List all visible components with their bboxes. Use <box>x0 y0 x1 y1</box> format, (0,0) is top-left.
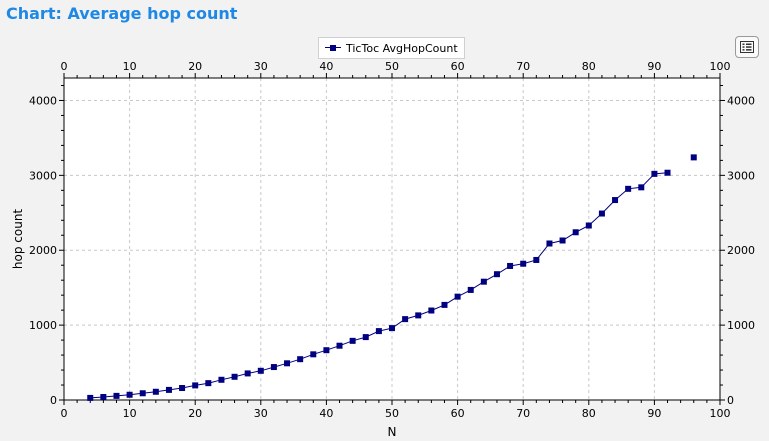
data-point <box>336 342 343 349</box>
y-tick-label-right: 1000 <box>727 319 755 332</box>
data-point <box>389 325 395 332</box>
x-tick-label-bottom: 100 <box>710 407 731 420</box>
x-tick-label-top: 10 <box>123 60 137 73</box>
data-point <box>231 373 238 380</box>
data-point <box>375 328 382 335</box>
data-point <box>323 347 330 354</box>
x-tick-label-bottom: 60 <box>451 407 465 420</box>
data-point <box>415 312 422 319</box>
legend-series-swatch <box>325 43 341 53</box>
data-point <box>559 237 566 244</box>
data-point <box>113 392 120 399</box>
data-point <box>402 316 409 323</box>
data-point <box>126 391 133 398</box>
data-point <box>454 293 461 300</box>
x-tick-label-top: 70 <box>516 60 530 73</box>
data-point <box>428 307 435 314</box>
data-point <box>257 367 264 374</box>
x-tick-label-top: 0 <box>61 60 68 73</box>
x-tick-label-top: 40 <box>319 60 333 73</box>
data-point <box>100 394 107 401</box>
data-point <box>349 337 356 344</box>
data-point <box>218 376 225 383</box>
data-point <box>192 382 199 389</box>
data-point <box>441 301 448 308</box>
x-tick-label-bottom: 30 <box>254 407 268 420</box>
x-tick-label-top: 60 <box>451 60 465 73</box>
x-tick-label-bottom: 70 <box>516 407 530 420</box>
data-point <box>612 197 619 204</box>
list-options-icon <box>740 41 754 53</box>
legend-series-label: TicToc AvgHopCount <box>346 41 458 55</box>
x-tick-label-bottom: 80 <box>582 407 596 420</box>
y-tick-label-left: 3000 <box>29 169 57 182</box>
data-point <box>297 356 304 363</box>
y-tick-label-right: 2000 <box>727 244 755 257</box>
data-point <box>165 386 172 393</box>
y-tick-label-left: 4000 <box>29 94 57 107</box>
x-tick-label-top: 30 <box>254 60 268 73</box>
y-tick-label-left: 2000 <box>29 244 57 257</box>
x-tick-label-top: 20 <box>188 60 202 73</box>
data-point <box>152 388 159 395</box>
data-point <box>507 262 514 269</box>
x-tick-label-bottom: 20 <box>188 407 202 420</box>
y-tick-label-left: 1000 <box>29 319 57 332</box>
data-point <box>362 334 369 341</box>
data-point <box>244 370 251 377</box>
data-point <box>467 286 474 293</box>
y-axis-title: hop count <box>11 209 25 270</box>
data-point <box>533 256 540 263</box>
data-point <box>585 222 592 229</box>
x-axis-title: N <box>388 425 397 439</box>
data-point <box>546 240 553 247</box>
x-tick-label-top: 50 <box>385 60 399 73</box>
data-point <box>520 260 527 267</box>
data-point <box>310 351 317 358</box>
x-tick-label-bottom: 0 <box>61 407 68 420</box>
data-point <box>664 169 671 176</box>
data-point <box>179 385 186 392</box>
x-tick-label-bottom: 40 <box>319 407 333 420</box>
data-point <box>205 380 212 387</box>
y-tick-label-left: 0 <box>50 394 57 407</box>
y-tick-label-right: 0 <box>727 394 734 407</box>
data-point <box>651 170 658 177</box>
chart-legend: TicToc AvgHopCount <box>318 37 465 59</box>
y-tick-label-right: 4000 <box>727 94 755 107</box>
chart-title: Chart: Average hop count <box>6 4 238 23</box>
x-tick-label-bottom: 50 <box>385 407 399 420</box>
data-point <box>625 185 632 192</box>
x-tick-label-top: 90 <box>647 60 661 73</box>
data-point <box>598 210 605 217</box>
x-tick-label-top: 100 <box>710 60 731 73</box>
x-tick-label-top: 80 <box>582 60 596 73</box>
x-tick-label-bottom: 10 <box>123 407 137 420</box>
data-point <box>690 154 697 161</box>
data-point <box>480 278 487 285</box>
data-point <box>87 394 94 401</box>
data-point <box>638 184 645 191</box>
x-tick-label-bottom: 90 <box>647 407 661 420</box>
data-point <box>284 360 291 367</box>
plot-area <box>64 78 720 400</box>
data-point <box>493 271 500 278</box>
data-point <box>572 229 579 236</box>
data-point <box>270 364 277 371</box>
chart-options-button[interactable] <box>735 36 759 58</box>
data-point <box>139 390 146 397</box>
y-tick-label-right: 3000 <box>727 169 755 182</box>
